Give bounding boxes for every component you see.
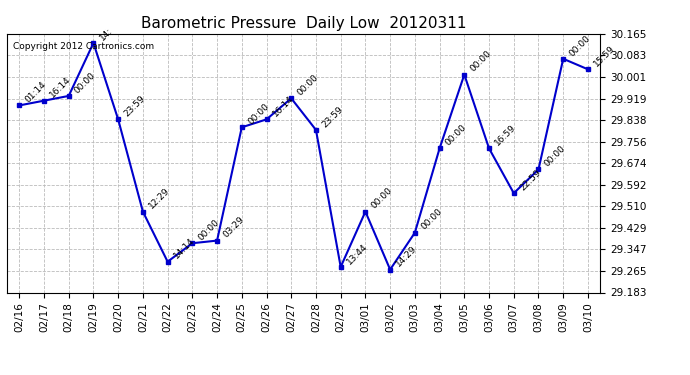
Text: 23:59: 23:59 — [122, 94, 147, 118]
Text: 16:14: 16:14 — [270, 94, 295, 118]
Title: Barometric Pressure  Daily Low  20120311: Barometric Pressure Daily Low 20120311 — [141, 16, 466, 31]
Text: 14:29: 14:29 — [394, 244, 419, 269]
Text: 14:: 14: — [97, 26, 114, 42]
Text: 00:00: 00:00 — [542, 144, 567, 169]
Text: 23:59: 23:59 — [320, 105, 345, 129]
Text: 00:00: 00:00 — [246, 102, 270, 126]
Text: 00:00: 00:00 — [419, 207, 444, 232]
Text: 00:00: 00:00 — [197, 218, 221, 243]
Text: Copyright 2012 Cartronics.com: Copyright 2012 Cartronics.com — [13, 42, 154, 51]
Text: 03:29: 03:29 — [221, 215, 246, 240]
Text: 00:00: 00:00 — [567, 33, 592, 58]
Text: 13:44: 13:44 — [345, 242, 369, 266]
Text: 14:14: 14:14 — [172, 236, 196, 261]
Text: 00:00: 00:00 — [370, 186, 394, 211]
Text: 16:59: 16:59 — [493, 123, 518, 148]
Text: 00:00: 00:00 — [295, 73, 320, 98]
Text: 00:00: 00:00 — [444, 123, 469, 148]
Text: 12:29: 12:29 — [147, 186, 172, 211]
Text: 01:14: 01:14 — [23, 80, 48, 105]
Text: 16:14: 16:14 — [48, 75, 72, 100]
Text: 00:00: 00:00 — [469, 49, 493, 74]
Text: 15:59: 15:59 — [592, 44, 617, 69]
Text: 22:59: 22:59 — [518, 168, 542, 192]
Text: 00:00: 00:00 — [73, 70, 97, 95]
